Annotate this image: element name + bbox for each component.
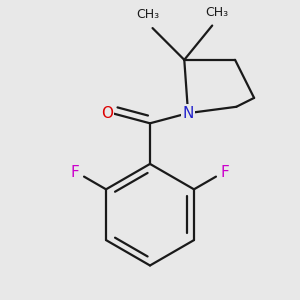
Text: O: O bbox=[101, 106, 113, 121]
Text: CH₃: CH₃ bbox=[206, 6, 229, 19]
Text: F: F bbox=[71, 165, 80, 180]
Text: N: N bbox=[182, 106, 194, 121]
Text: CH₃: CH₃ bbox=[136, 8, 159, 21]
Text: F: F bbox=[220, 165, 229, 180]
